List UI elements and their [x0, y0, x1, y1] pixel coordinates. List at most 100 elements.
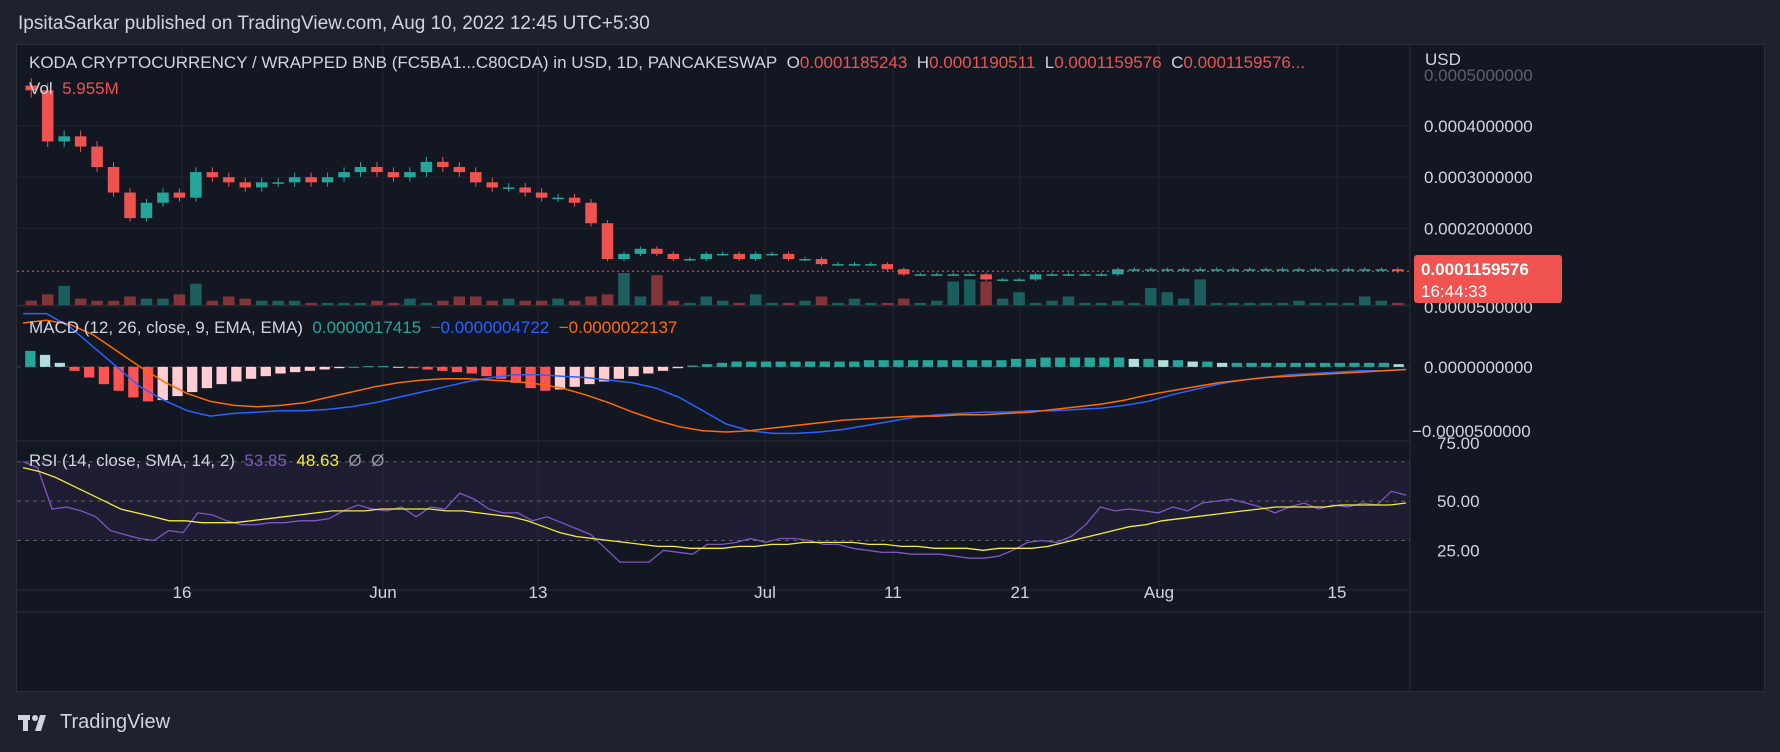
chart-frame[interactable]: USD 0.0005000000 0.0004000000 0.0003000000 0…	[16, 44, 1765, 692]
rsi-title[interactable]: RSI (14, close, SMA, 14, 2)	[29, 451, 235, 470]
open-label: O	[786, 53, 800, 72]
rsi-tick-label: 75.00	[1437, 434, 1480, 453]
volume-bar	[1079, 302, 1091, 305]
macd-histogram-bar	[422, 366, 433, 370]
volume-bar	[1375, 300, 1388, 305]
macd-histogram-bar	[393, 366, 404, 368]
macd-histogram-bar	[657, 366, 669, 371]
low-label: L	[1044, 53, 1055, 72]
macd-histogram-bar	[437, 366, 448, 371]
time-tick-label: Jul	[754, 583, 776, 602]
candle-body	[74, 136, 87, 147]
macd-histogram-bar	[1143, 358, 1154, 367]
macd-histogram-bar	[1290, 362, 1301, 367]
macd-histogram-bar	[1319, 362, 1331, 367]
volume-bar	[288, 300, 301, 305]
volume-bar	[239, 298, 252, 305]
candle-body	[1112, 269, 1124, 275]
volume-bar	[1177, 298, 1190, 305]
volume-bar	[947, 281, 959, 305]
volume-bar	[519, 300, 531, 305]
candle-body	[486, 182, 498, 188]
volume-legend: Vol 5.955M	[29, 79, 119, 99]
candle-body	[502, 187, 515, 189]
macd-histogram-bar	[687, 365, 698, 367]
macd-histogram-bar	[304, 366, 316, 371]
volume-bar	[716, 300, 729, 305]
macd-histogram-bar	[407, 366, 419, 369]
volume-bar	[1342, 302, 1355, 305]
macd-histogram-bar	[1378, 362, 1390, 367]
candle-body	[799, 259, 811, 261]
macd-line-value: −0.0000004722	[430, 318, 550, 337]
macd-histogram-bar	[819, 361, 830, 367]
volume-bar	[58, 285, 70, 305]
candle-body	[305, 177, 317, 183]
macd-histogram-bar	[172, 366, 183, 397]
volume-bar	[305, 302, 317, 305]
macd-histogram-bar	[981, 360, 992, 367]
volume-bar	[338, 302, 350, 305]
volume-bar	[865, 302, 877, 305]
rsi-sma-line	[22, 466, 1407, 551]
macd-title[interactable]: MACD (12, 26, close, 9, EMA, EMA)	[29, 318, 303, 337]
price-legend: KODA CRYPTOCURRENCY / WRAPPED BNB (FC5BA…	[29, 53, 1305, 73]
volume-bar	[272, 300, 284, 305]
macd-histogram-bar	[25, 350, 36, 367]
macd-signal-value: −0.0000022137	[558, 318, 678, 337]
volume-bar	[980, 281, 992, 305]
candle-body	[700, 253, 713, 259]
candle-body	[651, 248, 663, 254]
macd-histogram-bar	[1128, 358, 1139, 367]
time-tick-label: 16	[173, 583, 192, 602]
candle-body	[881, 264, 894, 270]
macd-histogram-bar	[84, 366, 95, 378]
volume-bar	[107, 300, 120, 305]
low-value: 0.0001159576	[1054, 53, 1162, 72]
candle-body	[404, 172, 416, 178]
volume-bar	[140, 298, 153, 305]
open-value: 0.0001185243	[799, 53, 908, 72]
close-value: 0.0001159576...	[1183, 53, 1306, 72]
macd-histogram-bar	[1261, 362, 1272, 367]
macd-legend: MACD (12, 26, close, 9, EMA, EMA) 0.0000…	[29, 318, 677, 338]
price-tick-label: 0.0002000000	[1424, 219, 1533, 238]
volume-bar	[799, 300, 811, 305]
publisher-line: IpsitaSarkar published on TradingView.co…	[18, 13, 650, 34]
volume-bar	[1128, 302, 1141, 305]
macd-pane	[17, 312, 1410, 435]
candle-body	[716, 253, 729, 256]
candle-body	[568, 197, 581, 203]
volume-bar	[782, 302, 795, 305]
macd-histogram-bar	[128, 366, 139, 398]
macd-histogram-bar	[701, 364, 713, 367]
volume-bar	[749, 294, 762, 305]
candle-body	[420, 161, 433, 173]
volume-bar	[502, 298, 515, 305]
macd-histogram-bar	[39, 354, 51, 367]
currency-label: USD	[1425, 50, 1461, 69]
price-candles	[17, 78, 1410, 281]
macd-hist-value: 0.0000017415	[312, 318, 422, 337]
volume-bar	[684, 302, 696, 305]
last-price-tag	[1414, 255, 1562, 303]
candle-body	[815, 259, 828, 265]
candle-body	[453, 167, 466, 173]
candle-body	[1128, 269, 1141, 271]
macd-tick-label: −0.0000500000	[1412, 422, 1531, 441]
countdown-timer: 16:44:33	[1421, 282, 1487, 301]
candle-body	[173, 192, 186, 198]
macd-histogram-bar	[804, 361, 816, 367]
candle-body	[585, 202, 597, 224]
macd-histogram-bar	[922, 360, 933, 367]
price-tick-label: 0.0004000000	[1424, 117, 1533, 136]
volume-bar	[1260, 302, 1272, 305]
footer-brand[interactable]: TradingView	[18, 711, 170, 734]
candle-body	[865, 264, 877, 266]
tradingview-logo-icon	[18, 714, 46, 731]
volume-bar	[1194, 279, 1206, 305]
footer-brand-text: TradingView	[60, 711, 171, 733]
symbol-title[interactable]: KODA CRYPTOCURRENCY / WRAPPED BNB (FC5BA…	[29, 53, 778, 72]
macd-histogram-bar	[716, 362, 728, 367]
